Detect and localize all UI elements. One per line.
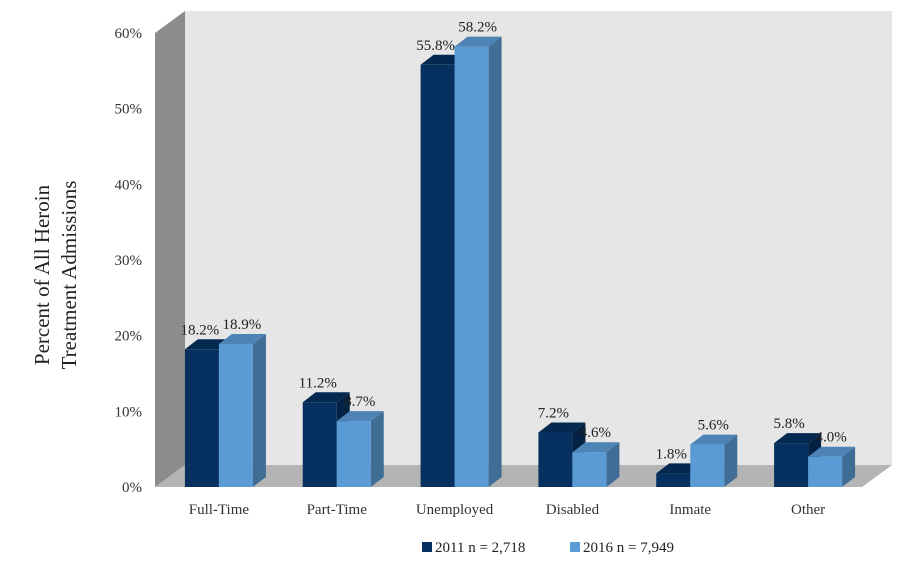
x-tick-label: Disabled	[546, 502, 600, 518]
bar-top	[774, 433, 822, 444]
back-wall	[185, 11, 892, 465]
legend: 2011 n = 2,718 2016 n = 7,949	[422, 540, 674, 556]
data-label: 18.2%	[181, 322, 220, 338]
bar-top	[572, 442, 620, 453]
side-wall	[155, 11, 185, 487]
bars: 18.2% 18.9% 11.2% 8.7% 55.8%58.2% 7.2% 4.6% 1.8…	[181, 20, 856, 488]
bar-top	[218, 333, 266, 344]
bar-side	[842, 446, 856, 487]
bar-front	[808, 456, 843, 487]
bar-front	[336, 421, 371, 487]
y-axis-label-line: Percent of All Heroin	[30, 184, 54, 365]
data-label: 1.8%	[656, 446, 687, 462]
bar-front	[218, 343, 253, 487]
data-label: 58.2%	[458, 20, 497, 36]
bar-side	[724, 434, 738, 487]
bar-top	[302, 392, 350, 403]
bar-side	[488, 36, 502, 488]
y-tick-label: 0%	[122, 480, 142, 496]
bar-top	[538, 422, 586, 433]
y-axis-label-line: Treatment Admissions	[57, 181, 81, 370]
data-label: 7.2%	[538, 406, 569, 422]
x-tick-label: Unemployed	[416, 502, 494, 518]
x-tick-label: Other	[791, 502, 825, 518]
legend-swatch	[422, 542, 432, 552]
bar-inmate-s2: 5.6%	[690, 418, 738, 487]
bar-side	[606, 442, 620, 487]
y-tick-label: 40%	[115, 177, 143, 193]
data-label: 55.8%	[416, 38, 455, 54]
y-tick-label: 10%	[115, 404, 143, 420]
bar-full-time-s2: 18.9%	[218, 317, 266, 487]
bar-front	[420, 64, 455, 487]
data-label: 4.6%	[580, 425, 611, 441]
bar-top	[454, 36, 502, 47]
y-axis: 0% 10% 20% 30% 40% 50% 60%	[115, 26, 143, 496]
legend-label: 2016 n = 7,949	[583, 540, 674, 556]
bar-top	[336, 411, 384, 422]
bar-unemployed-s2: 58.2%	[454, 20, 502, 488]
bar-disabled-s2: 4.6%	[572, 425, 620, 487]
data-label: 18.9%	[223, 317, 262, 333]
data-label: 4.0%	[815, 430, 846, 446]
legend-label: 2011 n = 2,718	[435, 540, 525, 556]
data-label: 8.7%	[344, 394, 375, 410]
x-tick-label: Part-Time	[307, 502, 368, 518]
data-label: 11.2%	[299, 375, 337, 391]
bar-front	[572, 452, 607, 487]
bar-front	[302, 402, 337, 487]
bar-side	[252, 333, 266, 487]
bar-part-time-s2: 8.7%	[336, 394, 384, 487]
x-tick-label: Inmate	[669, 502, 711, 518]
bar-front	[184, 349, 219, 487]
bar-front	[774, 443, 809, 487]
data-label: 5.8%	[773, 416, 804, 432]
bar-top	[690, 434, 738, 445]
bar-other-s2: 4.0%	[808, 430, 856, 487]
bar-side	[370, 411, 384, 487]
x-axis: Full-Time Part-Time Unemployed Disabled Inma…	[189, 502, 825, 518]
bar-front	[656, 473, 691, 487]
bar-front	[454, 46, 489, 488]
x-tick-label: Full-Time	[189, 502, 250, 518]
y-tick-label: 60%	[115, 26, 143, 42]
y-tick-label: 50%	[115, 102, 143, 118]
bar-front	[690, 444, 725, 487]
bar-disabled-s1: 7.2%	[538, 406, 586, 487]
y-tick-label: 20%	[115, 329, 143, 345]
bar-front	[538, 432, 573, 487]
y-axis-label: Percent of All Heroin Treatment Admission…	[30, 181, 81, 370]
legend-swatch	[570, 542, 580, 552]
data-label: 5.6%	[698, 418, 729, 434]
y-tick-label: 30%	[115, 253, 143, 269]
bar-top	[808, 446, 856, 457]
